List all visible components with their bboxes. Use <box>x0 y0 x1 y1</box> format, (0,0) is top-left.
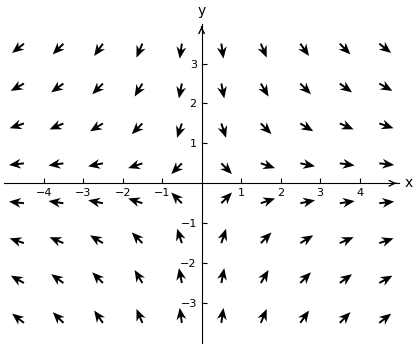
Text: y: y <box>198 4 206 18</box>
Text: x: x <box>404 176 413 190</box>
